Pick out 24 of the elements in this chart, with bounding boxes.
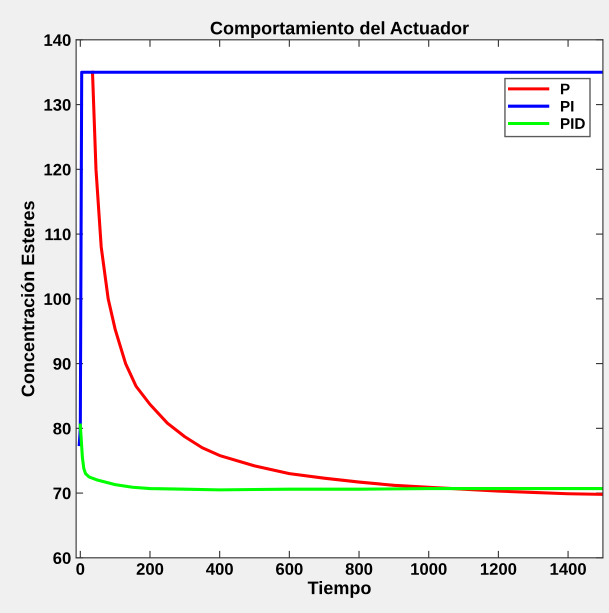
y-tick-label: 100 (44, 293, 71, 306)
y-tick-label: 80 (53, 422, 71, 435)
x-tick-label: 800 (346, 563, 372, 575)
x-tick-label: 1200 (480, 563, 516, 575)
y-tick-label: 140 (44, 34, 71, 46)
y-axis-title: Concentración Esteres (20, 201, 34, 396)
x-tick-label: 0 (76, 563, 84, 575)
y-tick-label: 110 (45, 228, 71, 240)
chart-title: Comportamiento del Actuador (210, 21, 469, 38)
line-series (78, 424, 603, 492)
y-tick-label: 130 (44, 98, 71, 111)
x-axis-title: Tiempo (308, 581, 371, 598)
x-tick-label: 1400 (550, 563, 586, 575)
x-tick-label: 600 (276, 563, 303, 575)
x-tick-label: 400 (206, 563, 233, 575)
x-tick-label: 1000 (411, 563, 447, 575)
y-tick-label: 90 (53, 358, 71, 370)
legend-label: P (560, 84, 570, 94)
y-tick-label: 70 (53, 487, 71, 500)
legend-label: PI (560, 101, 574, 112)
x-tick-label: 200 (136, 563, 164, 575)
legend-label: PID (560, 118, 585, 129)
y-tick-label: 120 (44, 164, 71, 176)
y-tick-label: 60 (53, 552, 71, 564)
